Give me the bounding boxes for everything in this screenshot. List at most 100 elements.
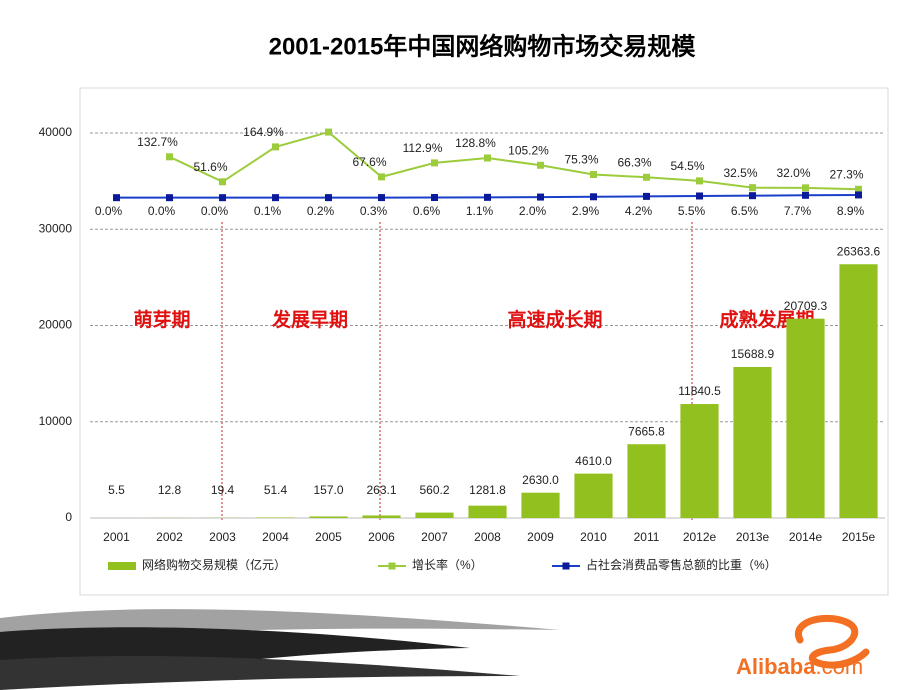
x-tick-label: 2009 [527, 530, 554, 544]
bar [786, 318, 825, 518]
data-label: 51.4 [264, 483, 288, 497]
bar [415, 512, 454, 518]
data-label: 560.2 [419, 483, 449, 497]
data-label: 0.6% [413, 204, 441, 218]
bar [362, 515, 401, 518]
data-label: 263.1 [366, 483, 396, 497]
marker [696, 177, 703, 185]
marker [855, 191, 862, 199]
legend-label: 网络购物交易规模（亿元） [142, 557, 286, 572]
bar [627, 444, 666, 518]
x-tick-label: 2014e [789, 530, 823, 544]
data-label: 112.9% [403, 141, 443, 155]
marker [166, 153, 173, 161]
bar [521, 492, 560, 518]
data-label: 32.0% [776, 166, 810, 180]
marker [272, 143, 279, 151]
marker [802, 191, 809, 199]
data-label: 8.9% [837, 204, 865, 218]
x-tick-label: 2006 [368, 530, 395, 544]
data-label: 7.7% [784, 204, 812, 218]
data-label: 132.7% [137, 135, 178, 149]
x-tick-label: 2011 [634, 530, 660, 544]
legend-label: 占社会消费品零售总额的比重（%） [586, 557, 777, 572]
data-label: 5.5% [678, 204, 706, 218]
x-tick-label: 2007 [421, 530, 448, 544]
y-tick-label: 40000 [39, 125, 73, 139]
chart-title: 2001-2015年中国网络购物市场交易规模 [269, 32, 697, 60]
marker [855, 185, 862, 193]
data-label: 54.5% [670, 159, 704, 173]
logo-mark [795, 614, 870, 669]
data-label: 20709.3 [784, 299, 828, 313]
phase-label: 高速成长期 [507, 308, 602, 331]
data-label: 157.0 [313, 483, 343, 497]
data-label: 1281.8 [469, 483, 506, 497]
x-tick-label: 2005 [315, 530, 342, 544]
marker [378, 194, 385, 202]
data-label: 7665.8 [628, 424, 665, 438]
data-label: 164.9% [243, 125, 284, 139]
bar [309, 516, 348, 518]
marker [749, 192, 756, 200]
data-label: 67.6% [352, 155, 386, 169]
marker [219, 194, 226, 202]
data-label: 0.0% [95, 204, 123, 218]
data-label: 75.3% [564, 153, 598, 167]
data-label: 11840.5 [678, 384, 721, 398]
marker [325, 194, 332, 202]
marker [749, 184, 756, 192]
data-label: 128.8% [455, 136, 496, 150]
data-label: 66.3% [617, 155, 651, 169]
logo-name: Alibaba.com [736, 654, 863, 679]
brush-strokes [0, 609, 560, 690]
marker [113, 194, 120, 202]
marker [325, 128, 332, 136]
marker [590, 193, 597, 201]
data-label: 15688.9 [731, 347, 775, 361]
logo-name: Alibaba [736, 654, 816, 679]
x-tick-label: 2013e [736, 530, 770, 544]
data-label: 1.1% [466, 204, 494, 218]
marker [484, 193, 491, 201]
x-tick-label: 2012e [683, 530, 717, 544]
data-label: 0.3% [360, 204, 388, 218]
data-label: 6.5% [731, 204, 759, 218]
data-label: 19.4 [211, 483, 235, 497]
marker [643, 173, 650, 181]
x-tick-label: 2001 [103, 530, 130, 544]
marker [643, 192, 650, 200]
y-tick-label: 30000 [39, 221, 73, 235]
data-label: 12.8 [158, 483, 182, 497]
data-label: 0.1% [254, 204, 282, 218]
x-tick-label: 2002 [156, 530, 183, 544]
logo: Alibaba.com [736, 614, 870, 679]
x-tick-label: 2003 [209, 530, 236, 544]
bar [733, 366, 772, 518]
data-label: 2.9% [572, 204, 600, 218]
marker [431, 193, 438, 201]
data-label: 27.3% [829, 167, 863, 181]
x-tick-label: 2010 [580, 530, 607, 544]
marker [696, 192, 703, 200]
data-label: 2.0% [519, 204, 547, 218]
data-label: 0.0% [201, 204, 229, 218]
logo-suffix: .com [815, 654, 863, 679]
data-label: 5.5 [108, 483, 125, 497]
marker [802, 184, 809, 192]
stroke [0, 655, 520, 690]
data-label: 4.2% [625, 204, 653, 218]
bar [468, 505, 507, 518]
marker [484, 154, 491, 162]
data-label: 4610.0 [575, 454, 612, 468]
data-label: 51.6% [193, 160, 227, 174]
chart-frame [79, 87, 889, 596]
bar [574, 473, 613, 518]
data-label: 26363.6 [837, 244, 881, 258]
x-tick-label: 2015e [842, 530, 876, 544]
data-label: 105.2% [508, 143, 549, 157]
data-label: 2630.0 [522, 473, 559, 487]
x-tick-label: 2004 [262, 530, 289, 544]
phase-label: 发展早期 [271, 308, 348, 331]
